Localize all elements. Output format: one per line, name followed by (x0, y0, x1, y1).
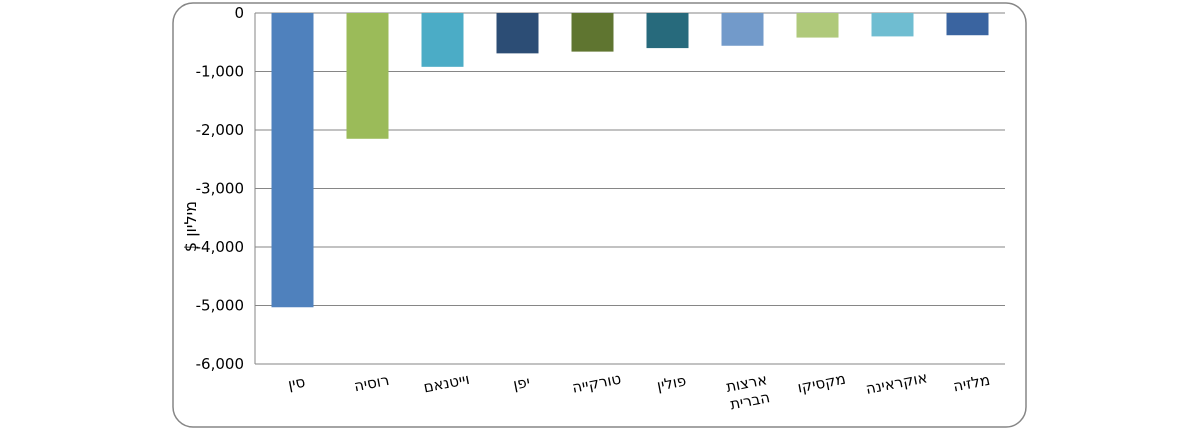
bars (271, 13, 989, 308)
bar (871, 13, 914, 37)
y-axis-ticks: 0 -1,000 -2,000 -3,000 -4,000 -5,000 -6,000 (196, 4, 244, 373)
y-tick-label: -5,000 (196, 297, 244, 315)
x-category-label: פולין (655, 371, 687, 394)
bar (496, 13, 539, 54)
y-tick-label: -4,000 (196, 238, 244, 256)
x-category-label: יפן (512, 373, 532, 394)
y-tick-label: 0 (234, 4, 244, 22)
y-axis-title: מיליון $ (181, 201, 200, 252)
x-category-label: סין (286, 373, 306, 394)
bar (721, 13, 764, 46)
bar (571, 13, 614, 52)
bar (796, 13, 839, 38)
bar (346, 13, 389, 139)
bar (646, 13, 689, 49)
y-tick-label: -3,000 (196, 180, 244, 198)
y-tick-label: -1,000 (196, 63, 244, 81)
bar (946, 13, 989, 36)
bar (271, 13, 314, 308)
y-tick-label: -2,000 (196, 121, 244, 139)
y-tick-label: -6,000 (196, 355, 244, 373)
bar (421, 13, 464, 67)
